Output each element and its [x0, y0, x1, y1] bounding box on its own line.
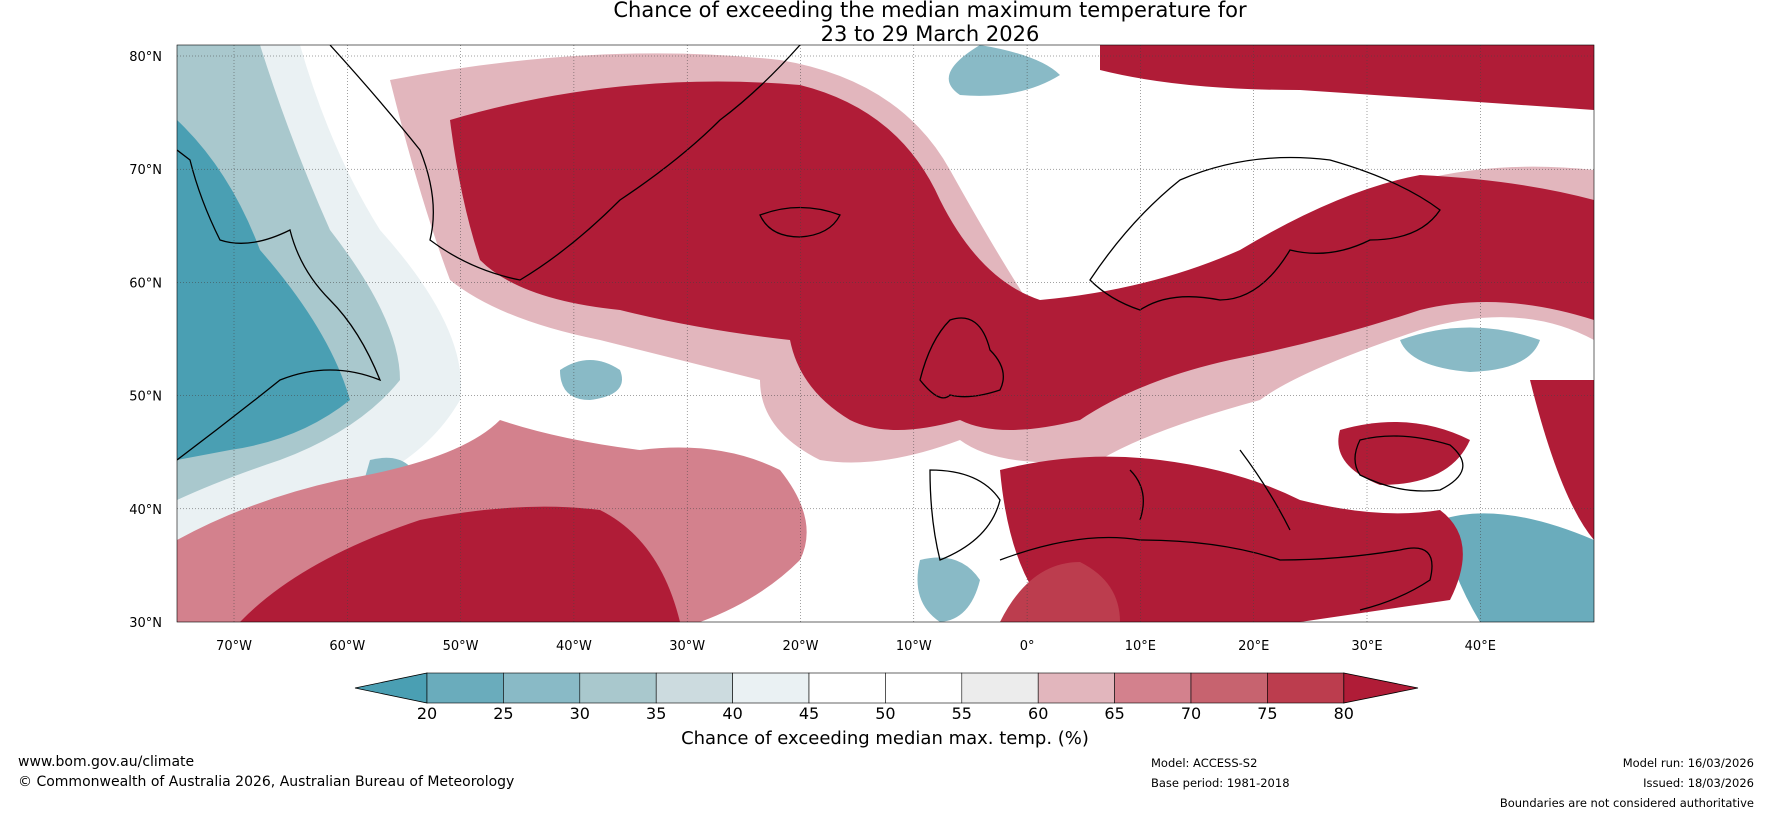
model-name: Model: ACCESS-S2: [1151, 756, 1258, 770]
colorbar-tick-label: 60: [1028, 704, 1048, 723]
longitude-label: 10°E: [1125, 639, 1156, 654]
title-line-2: 23 to 29 March 2026: [820, 22, 1040, 46]
longitude-label: 20°E: [1238, 639, 1269, 654]
boundaries-disclaimer: Boundaries are not considered authoritat…: [1499, 796, 1754, 810]
colorbar-tick-label: 50: [875, 704, 895, 723]
map-title: Chance of exceeding the median maximum t…: [0, 0, 1770, 46]
red-region-core: [450, 81, 1594, 431]
probability-field: [177, 45, 1594, 622]
base-period: Base period: 1981-2018: [1151, 776, 1290, 790]
longitude-label: 60°W: [329, 639, 365, 654]
colorbar-label: Chance of exceeding median max. temp. (%…: [681, 728, 1089, 749]
colorbar-swatch: [1114, 672, 1192, 704]
colorbar-swatch: [426, 672, 504, 704]
colorbar-swatch: [1267, 672, 1345, 704]
colorbar-min-arrow: [354, 672, 428, 704]
colorbar-swatch: [961, 672, 1039, 704]
red-region-mediterranean: [1000, 456, 1463, 622]
longitude-label: 10°W: [896, 639, 932, 654]
colorbar-tick-label: 65: [1104, 704, 1124, 723]
map-frame: [176, 44, 1595, 623]
colorbar-tick-label: 25: [493, 704, 513, 723]
colorbar-swatch: [503, 672, 581, 704]
longitude-labels: 70°W 60°W 50°W 40°W 30°W 20°W 10°W 0° 10°E 20°E 30…: [216, 639, 1496, 654]
colorbar-tick-label: 75: [1257, 704, 1277, 723]
longitude-label: 40°W: [556, 639, 592, 654]
latitude-labels: 80°N 70°N 60°N 50°N 40°N 30°N: [129, 50, 162, 631]
colorbar-tick-label: 35: [646, 704, 666, 723]
colorbar-tick-label: 70: [1181, 704, 1201, 723]
latitude-label: 40°N: [129, 503, 162, 518]
longitude-label: 40°E: [1465, 639, 1496, 654]
latitude-label: 60°N: [129, 276, 162, 291]
gridlines: [177, 45, 1594, 622]
colorbar-swatch: [579, 672, 657, 704]
colorbar-swatch: [808, 672, 886, 704]
colorbar-swatch: [885, 672, 963, 704]
title-line-1: Chance of exceeding the median maximum t…: [613, 0, 1247, 22]
longitude-label: 50°W: [443, 639, 479, 654]
colorbar-swatch: [1037, 672, 1115, 704]
latitude-label: 70°N: [129, 163, 162, 178]
coastlines: [177, 45, 1464, 611]
blue-region-canada-core: [177, 120, 350, 460]
copyright-text: © Commonwealth of Australia 2026, Austra…: [18, 774, 515, 790]
colorbar-tick-label: 80: [1334, 704, 1354, 723]
longitude-label: 0°: [1020, 639, 1035, 654]
colorbar-tick-label: 20: [417, 704, 437, 723]
latitude-label: 80°N: [129, 50, 162, 65]
longitude-label: 70°W: [216, 639, 252, 654]
longitude-label: 20°W: [783, 639, 819, 654]
longitude-label: 30°W: [669, 639, 705, 654]
model-run-date: Model run: 16/03/2026: [1622, 756, 1754, 770]
colorbar-tick-label: 55: [952, 704, 972, 723]
colorbar-swatch: [655, 672, 733, 704]
website-link[interactable]: www.bom.gov.au/climate: [18, 754, 195, 770]
latitude-label: 30°N: [129, 616, 162, 631]
latitude-label: 50°N: [129, 390, 162, 405]
colorbar-swatch: [732, 672, 810, 704]
colorbar-max-arrow: [1343, 672, 1419, 704]
colorbar-tick-label: 40: [722, 704, 742, 723]
issued-date: Issued: 18/03/2026: [1643, 776, 1754, 790]
colorbar: 20 25 30 35 40 45 50 55 60 65 70 75 80: [354, 672, 1419, 723]
longitude-label: 30°E: [1351, 639, 1382, 654]
red-region-arctic: [1100, 45, 1594, 110]
colorbar-swatch: [1190, 672, 1268, 704]
colorbar-tick-label: 30: [570, 704, 590, 723]
colorbar-tick-label: 45: [799, 704, 819, 723]
